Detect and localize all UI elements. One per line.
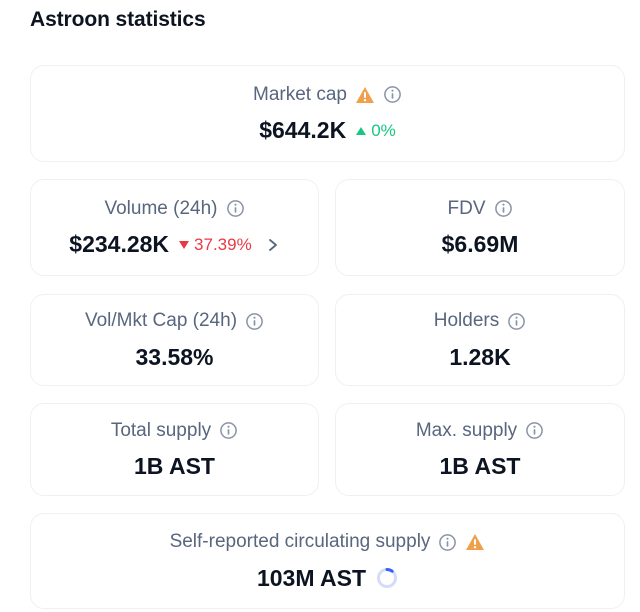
info-icon[interactable]	[507, 312, 526, 331]
volume-value: $234.28K	[69, 231, 170, 257]
circulating-supply-label: Self-reported circulating supply	[169, 531, 431, 552]
market-cap-change: 0%	[356, 121, 396, 141]
fdv-label: FDV	[447, 197, 486, 219]
circulating-supply-value: 103M AST	[256, 564, 367, 591]
fdv-value: $6.69M	[441, 231, 519, 257]
holders-card: Holders 1.28K	[335, 294, 625, 386]
fdv-card: FDV $6.69M	[335, 179, 625, 276]
section-title: Astroon statistics	[30, 8, 206, 31]
market-cap-card: Market cap $644.2K 0%	[30, 65, 625, 162]
caret-down-icon	[179, 240, 190, 249]
info-icon[interactable]	[438, 533, 457, 552]
max-supply-value: 1B AST	[439, 453, 521, 479]
total-supply-card: Total supply 1B AST	[30, 403, 319, 496]
circulating-supply-card: Self-reported circulating supply 103M AS…	[30, 513, 625, 609]
vol-mkt-cap-label: Vol/Mkt Cap (24h)	[84, 310, 238, 331]
caret-up-icon	[356, 126, 367, 135]
volume-label: Volume (24h)	[104, 197, 218, 219]
info-icon[interactable]	[219, 421, 238, 440]
max-supply-card: Max. supply 1B AST	[335, 403, 625, 496]
holders-value: 1.28K	[449, 343, 511, 370]
max-supply-label: Max. supply	[415, 419, 518, 441]
volume-change: 37.39%	[179, 235, 252, 255]
chevron-right-icon[interactable]	[266, 238, 280, 252]
vol-mkt-cap-card: Vol/Mkt Cap (24h) 33.58%	[30, 294, 319, 386]
info-icon[interactable]	[245, 312, 264, 331]
holders-label: Holders	[433, 310, 500, 331]
circulating-progress-ring-icon	[377, 568, 398, 588]
warning-icon[interactable]	[465, 533, 485, 551]
info-icon[interactable]	[525, 421, 544, 440]
total-supply-label: Total supply	[110, 419, 212, 441]
info-icon[interactable]	[226, 199, 245, 218]
total-supply-value: 1B AST	[134, 453, 215, 479]
volume-card[interactable]: Volume (24h) $234.28K 37.39%	[30, 179, 319, 276]
market-cap-label: Market cap	[253, 83, 347, 105]
info-icon[interactable]	[494, 199, 513, 218]
warning-icon[interactable]	[355, 86, 375, 104]
vol-mkt-cap-value: 33.58%	[135, 343, 214, 370]
volume-change-value: 37.39%	[194, 234, 252, 254]
info-icon[interactable]	[383, 85, 402, 104]
market-cap-change-value: 0%	[371, 120, 396, 140]
market-cap-value: $644.2K	[259, 117, 347, 143]
